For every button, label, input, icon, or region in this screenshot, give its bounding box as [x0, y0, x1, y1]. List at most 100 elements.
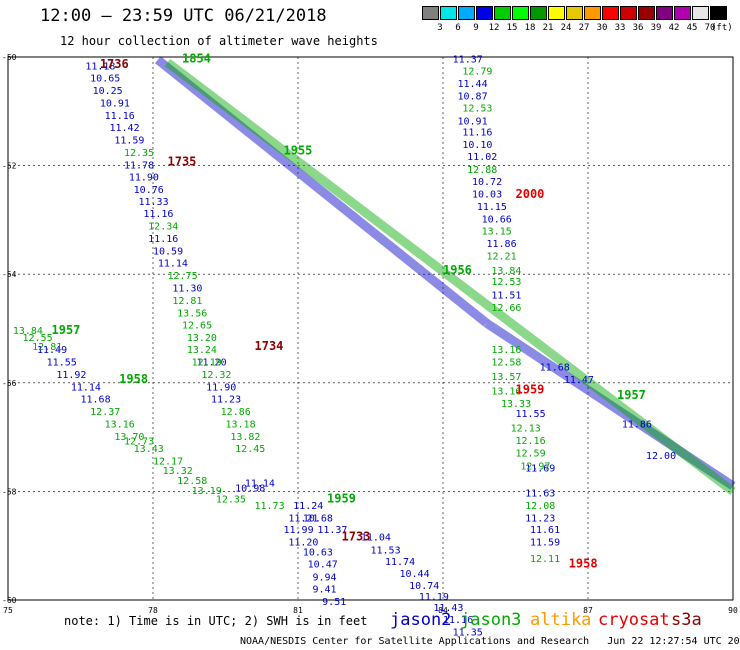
- color-scale-swatch: [710, 6, 727, 20]
- legend-jason2: jason2: [390, 610, 452, 630]
- data-point-jason2: 10.76: [134, 185, 164, 196]
- color-scale-tick: 21: [542, 23, 554, 33]
- data-point-jason2: 11.16: [143, 209, 173, 220]
- data-point-jason2: 11.21: [288, 513, 318, 524]
- data-point-jason2: 9.51: [322, 597, 346, 608]
- data-point-jason3: 12.97: [520, 462, 550, 473]
- color-scale-swatch: [548, 6, 565, 20]
- y-tick-label: -60: [2, 596, 17, 605]
- y-tick-label: -50: [2, 53, 17, 62]
- color-scale-tick: 33: [614, 23, 626, 33]
- data-point-jason2: 11.63: [525, 488, 555, 499]
- data-point-jason3: 12.75: [168, 271, 198, 282]
- data-point-jason3: 12.19: [192, 357, 222, 368]
- color-scale-swatch: [458, 6, 475, 20]
- data-point-jason2: 10.74: [409, 581, 439, 592]
- color-scale-tick: 3: [437, 23, 443, 33]
- y-tick-label: -54: [2, 270, 17, 279]
- data-point-jason2: 10.87: [458, 91, 488, 102]
- data-point-jason2: 11.14: [71, 382, 101, 393]
- data-point-jason3: 12.37: [90, 407, 120, 418]
- data-point-jason2: 11.30: [172, 284, 202, 295]
- pass-time-label: 1734: [255, 339, 284, 353]
- data-point-jason2: 10.68: [303, 513, 333, 524]
- x-tick-label: 87: [583, 606, 593, 615]
- data-point-jason2: 11.16: [148, 234, 178, 245]
- data-point-jason2: 11.44: [458, 79, 488, 90]
- data-point-jason3: 12.13: [511, 424, 541, 435]
- data-point-jason3: 13.16: [491, 345, 521, 356]
- color-scale-tick: 24: [560, 23, 572, 33]
- data-point-jason3: 12.21: [487, 252, 517, 263]
- data-point-jason2: 11.15: [477, 202, 507, 213]
- data-point-jason2: 11.86: [487, 239, 517, 250]
- pass-time-label: 2000: [516, 187, 545, 201]
- data-point-jason2: 10.47: [308, 559, 338, 570]
- data-point-jason3: 13.16: [105, 419, 135, 430]
- data-point-jason3: 13.57: [491, 372, 521, 383]
- data-point-jason2: 10.65: [90, 73, 120, 84]
- data-point-jason2: 9.41: [313, 584, 337, 595]
- legend-cryosat: cryosat: [598, 610, 670, 630]
- data-point-jason2: 10.44: [400, 569, 430, 580]
- data-point-jason3: 12.81: [172, 296, 202, 307]
- color-scale-swatch: [530, 6, 547, 20]
- color-scale-swatch: [476, 6, 493, 20]
- data-point-jason3: 13.70: [114, 432, 144, 443]
- data-point-jason2: 11.86: [622, 419, 652, 430]
- data-point-jason2: 11.20: [197, 357, 227, 368]
- data-point-jason3: 13.19: [192, 486, 222, 497]
- color-scale-tick: 6: [455, 23, 461, 33]
- data-point-jason2: 12.00: [646, 451, 676, 462]
- pass-time-label: 1956: [443, 263, 472, 277]
- data-point-jason3: 12.32: [201, 370, 231, 381]
- legend-jason3: jason3: [460, 610, 522, 630]
- data-point-jason2: 11.92: [56, 370, 86, 381]
- color-scale-swatch: [494, 6, 511, 20]
- pass-time-label: 1733: [342, 529, 371, 543]
- data-point-jason2: 11.49: [37, 345, 67, 356]
- track-band-jason3: [164, 58, 736, 495]
- color-scale-tick: 45: [686, 23, 698, 33]
- data-point-jason2: 11.14: [245, 479, 275, 490]
- color-scale-tick: 30: [596, 23, 608, 33]
- data-point-jason2: 11.55: [516, 409, 546, 420]
- data-point-jason3: 12.81: [32, 342, 62, 353]
- pass-time-label: 1957: [617, 388, 646, 402]
- data-point-jason2: 10.59: [153, 247, 183, 258]
- data-point-jason2: 11.68: [540, 362, 570, 373]
- data-point-jason3: 13.20: [187, 333, 217, 344]
- data-point-jason2: 11.43: [433, 603, 463, 614]
- pass-time-label: 1958: [569, 556, 598, 570]
- data-point-jason2: 11.18: [85, 61, 115, 72]
- color-scale-unit: (ft): [711, 23, 733, 33]
- color-scale-tick: 39: [650, 23, 662, 33]
- color-scale-tick: 42: [668, 23, 680, 33]
- data-point-jason3: 13.15: [482, 227, 512, 238]
- data-point-jason2: 11.35: [453, 627, 483, 638]
- data-point-jason3: 12.34: [148, 222, 178, 233]
- pass-time-label: 1955: [284, 144, 313, 158]
- data-point-jason2: 11.37: [317, 525, 347, 536]
- color-scale-swatch: [566, 6, 583, 20]
- pass-time-label: 1736: [100, 57, 129, 71]
- data-point-jason3: 12.86: [221, 407, 251, 418]
- data-point-jason3: 12.73: [124, 437, 154, 448]
- color-scale-swatch: [638, 6, 655, 20]
- color-scale-swatch: [656, 6, 673, 20]
- data-point-jason3: 12.11: [530, 554, 560, 565]
- data-point-jason3: 13.82: [230, 432, 260, 443]
- color-scale-tick: 70: [704, 23, 716, 33]
- color-scale-tick: 36: [632, 23, 644, 33]
- color-scale-swatch: [440, 6, 457, 20]
- data-point-jason2: 11.51: [491, 291, 521, 302]
- data-point-jason2: 11.14: [158, 259, 188, 270]
- y-tick-label: -52: [2, 162, 17, 171]
- data-point-jason3: 13.84: [13, 326, 43, 337]
- data-point-jason3: 13.24: [187, 345, 217, 356]
- data-point-jason3: 12.53: [491, 277, 521, 288]
- data-point-jason2: 11.16: [462, 128, 492, 139]
- data-point-jason3: 12.45: [235, 444, 265, 455]
- data-point-jason3: 13.84: [491, 266, 521, 277]
- data-point-jason3: 12.35: [124, 148, 154, 159]
